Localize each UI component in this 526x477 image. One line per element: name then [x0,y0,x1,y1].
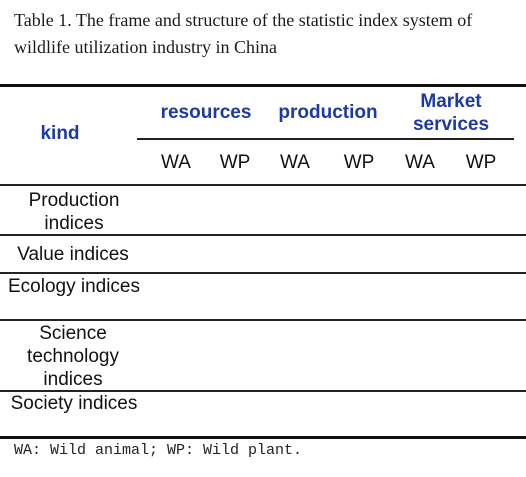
kind-header: kind [40,123,80,144]
row-label-society-indices: Society indices [10,393,138,414]
top-rule [0,84,526,87]
row-divider [0,234,526,236]
row-divider [0,272,526,274]
subcolumn-wp-production: WP [343,152,375,173]
row-divider [0,319,526,321]
table-caption: Table 1. The frame and structure of the … [14,10,473,57]
table-footnote: WA: Wild animal; WP: Wild plant. [14,442,303,459]
subcolumn-wp-market: WP [465,152,497,173]
group-underline [137,138,514,140]
group-header-production: production [278,102,378,123]
subcolumn-wa-market: WA [405,152,435,173]
group-header-market-services: Market services [412,91,490,135]
subcolumn-wa-production: WA [280,152,310,173]
row-label-value-indices: Value indices [17,244,129,265]
bottom-rule [0,436,526,439]
subcolumn-wa-resources: WA [161,152,191,173]
row-divider [0,390,526,392]
row-label-production-indices: Production indices [28,190,120,234]
subcolumn-wp-resources: WP [219,152,251,173]
header-bottom-rule [0,184,526,186]
group-header-resources: resources [160,102,252,123]
row-label-ecology-indices: Ecology indices [7,276,141,297]
row-label-science-technology-indices: Science technology indices [27,323,119,390]
